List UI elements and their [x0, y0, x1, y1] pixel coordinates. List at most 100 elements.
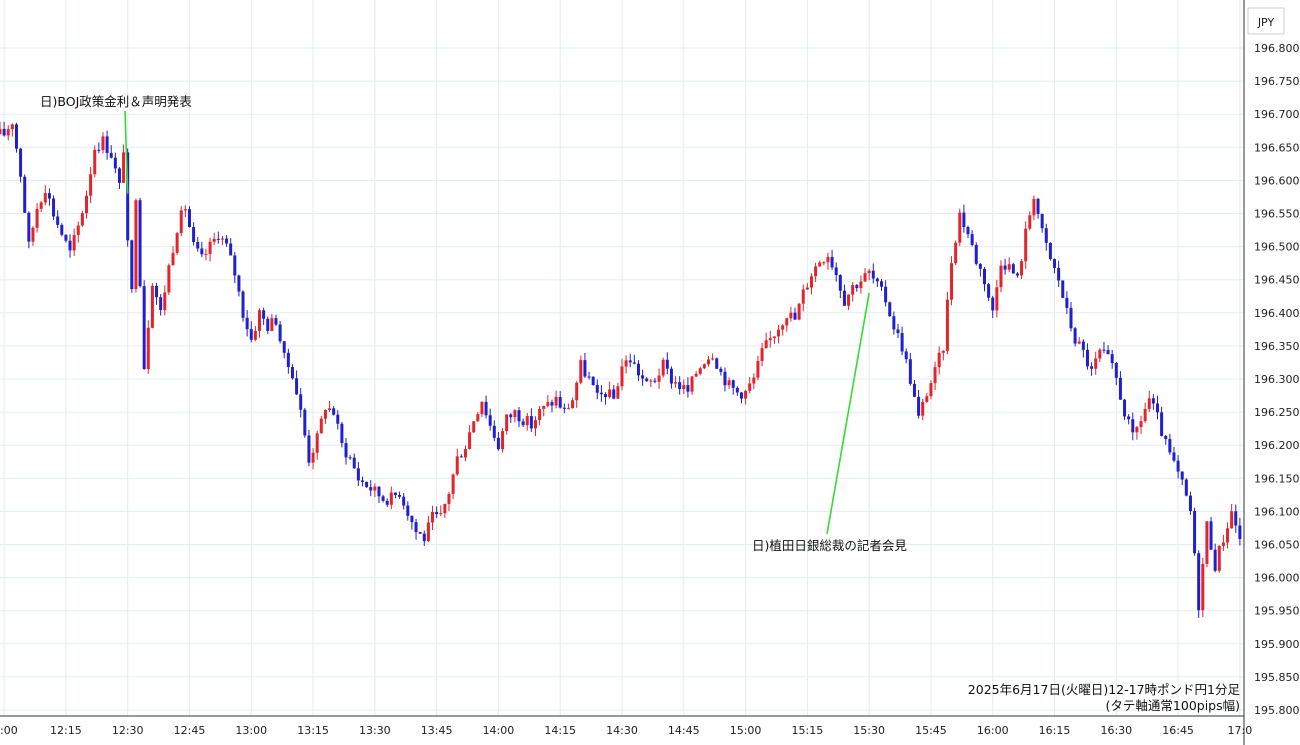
candle-body: [126, 152, 130, 241]
candle-body: [962, 212, 966, 228]
candle-body: [1143, 408, 1147, 422]
candle-body: [1180, 471, 1184, 480]
candle-body: [159, 297, 163, 311]
candle-body: [72, 234, 76, 251]
candle-body: [1007, 264, 1011, 270]
candle-body: [1011, 264, 1015, 274]
candle-body: [966, 227, 970, 235]
candle-body: [459, 456, 463, 458]
candle-body: [987, 284, 991, 298]
candle-body: [1057, 267, 1061, 281]
candle-body: [908, 359, 912, 384]
caption-title: 2025年6月17日(火曜日)12-17時ポンド円1分足: [968, 682, 1241, 697]
candle-body: [270, 318, 274, 331]
candle-body: [328, 408, 332, 410]
y-tick-label: 196.200: [1254, 439, 1300, 452]
candle-body: [352, 457, 356, 469]
candle-body: [871, 270, 875, 279]
candle-body: [941, 350, 945, 353]
candle-body: [208, 241, 212, 254]
candle-body: [855, 285, 859, 289]
candle-body: [113, 157, 117, 169]
y-tick-label: 195.950: [1254, 605, 1300, 618]
candle-body: [678, 382, 682, 389]
candle-body: [344, 443, 348, 458]
candle-body: [533, 420, 537, 429]
candle-body: [398, 494, 402, 497]
candle-body: [492, 425, 496, 438]
candle-body: [109, 152, 113, 158]
candle-body: [323, 409, 327, 419]
candle-body: [435, 512, 439, 515]
candle-body: [340, 423, 344, 444]
x-tick-label: 15:45: [915, 724, 947, 737]
y-axis: 196.800 196.750 196.700 196.650 196.600 196.5…: [1243, 0, 1300, 745]
candle-body: [93, 149, 97, 175]
candle-body: [649, 380, 653, 382]
x-tick-label: 12:30: [112, 724, 144, 737]
y-tick-label: 196.700: [1254, 108, 1300, 121]
candle-body: [414, 522, 418, 533]
candle-body: [789, 312, 793, 319]
candle-body: [822, 262, 826, 264]
candle-body: [805, 287, 809, 290]
candle-body: [410, 515, 414, 523]
candle-body: [155, 285, 159, 298]
candle-body: [661, 359, 665, 376]
candle-body: [286, 352, 290, 368]
candle-body: [274, 318, 278, 325]
candle-body: [282, 341, 286, 353]
candle-body: [365, 481, 369, 488]
y-tick-label: 196.300: [1254, 373, 1300, 386]
candle-body: [529, 416, 533, 429]
candle-body: [258, 310, 262, 331]
candle-body: [76, 225, 80, 235]
candles: [0, 121, 1242, 618]
candle-body: [225, 238, 229, 244]
candle-body: [480, 401, 484, 415]
candle-body: [884, 286, 888, 303]
x-tick-label: 14:00: [483, 724, 515, 737]
candle-body: [620, 366, 624, 387]
x-tick-label: 12:15: [50, 724, 82, 737]
candle-body: [731, 380, 735, 388]
y-tick-label: 196.500: [1254, 241, 1300, 254]
candle-body: [10, 124, 14, 130]
candle-body: [167, 265, 171, 293]
candle-body: [628, 360, 632, 363]
candle-body: [875, 278, 879, 282]
candle-body: [591, 376, 595, 386]
candle-body: [929, 383, 933, 397]
candle-body: [826, 256, 830, 263]
candle-body: [1213, 549, 1217, 571]
candle-body: [702, 364, 706, 369]
candle-body: [253, 330, 257, 340]
candle-body: [978, 263, 982, 269]
candle-body: [851, 285, 855, 295]
candle-body: [360, 480, 364, 482]
candle-body: [777, 329, 781, 337]
candle-body: [1123, 399, 1127, 417]
candle-body: [1131, 419, 1135, 433]
candle-body: [426, 522, 430, 542]
candle-body: [1205, 521, 1209, 564]
candle-body: [550, 402, 554, 406]
y-tick-label: 196.050: [1254, 539, 1300, 552]
candle-body: [237, 275, 241, 292]
candle-body: [686, 385, 690, 392]
candle-body: [694, 373, 698, 377]
candle-body: [933, 367, 937, 384]
candle-body: [834, 267, 838, 276]
candle-body: [723, 371, 727, 386]
candle-body: [599, 392, 603, 395]
candle-body: [900, 333, 904, 352]
candle-body: [447, 493, 451, 504]
candle-body: [1044, 228, 1048, 243]
x-tick-label: 14:15: [544, 724, 576, 737]
x-tick-label: 12:45: [174, 724, 206, 737]
x-tick-label: 15:00: [730, 724, 762, 737]
currency-box: [1247, 7, 1285, 35]
candle-body: [443, 503, 447, 514]
y-tick-label: 196.350: [1254, 340, 1300, 353]
candle-body: [23, 176, 27, 213]
